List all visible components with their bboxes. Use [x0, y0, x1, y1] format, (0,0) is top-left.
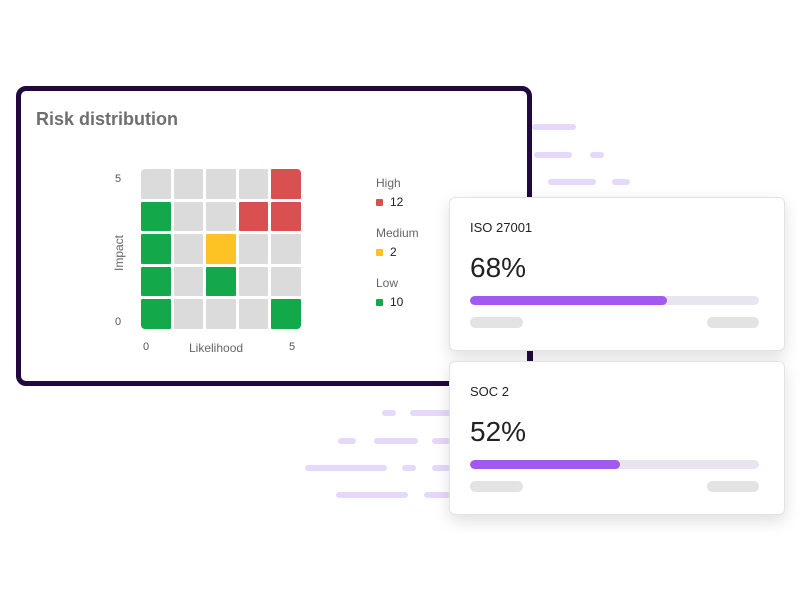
streak [612, 179, 630, 185]
streak [548, 179, 596, 185]
legend-label: Medium [376, 226, 419, 240]
legend-count: 12 [390, 195, 404, 209]
risk-cell-low [206, 266, 236, 297]
placeholder-pill-right [707, 481, 759, 492]
streak [590, 152, 604, 158]
x-axis-min-tick: 0 [143, 341, 150, 353]
legend-count: 10 [390, 295, 404, 309]
streak [338, 438, 356, 444]
risk-cell-none [206, 169, 236, 199]
certification-name: ISO 27001 [470, 220, 533, 235]
risk-cell-high [238, 201, 269, 232]
legend-swatch-medium [376, 248, 383, 256]
risk-cell-none [173, 234, 204, 264]
streak [432, 438, 450, 444]
legend-label: High [376, 176, 401, 190]
placeholder-pill-left [470, 481, 523, 492]
streak [382, 410, 396, 416]
card-connector [528, 340, 533, 364]
risk-cell-none [238, 266, 269, 297]
legend-swatch-high [376, 198, 383, 206]
risk-cell-none [206, 299, 236, 329]
risk-cell-none [173, 299, 204, 329]
streak [424, 492, 450, 498]
y-axis-max-tick: 5 [115, 173, 122, 185]
streak [336, 492, 408, 498]
risk-cell-medium [206, 234, 236, 264]
legend-item-medium: Medium 2 [376, 226, 419, 259]
certification-card-iso-27001[interactable]: ISO 27001 68% [449, 197, 785, 351]
risk-cell-none [173, 266, 204, 297]
streak [432, 465, 450, 471]
x-axis-max-tick: 5 [289, 341, 296, 353]
progress-fill [470, 296, 667, 305]
progress-track [470, 460, 759, 469]
risk-cell-none [206, 201, 236, 232]
risk-cell-low [141, 201, 171, 232]
legend-count: 2 [390, 245, 397, 259]
streak [402, 465, 416, 471]
risk-cell-none [173, 169, 204, 199]
legend-label: Low [376, 276, 399, 290]
risk-cell-none [271, 266, 301, 297]
streak [534, 152, 572, 158]
risk-cell-none [238, 299, 269, 329]
placeholder-pill-right [707, 317, 759, 328]
legend-item-high: High 12 [376, 176, 403, 209]
legend-item-low: Low 10 [376, 276, 403, 309]
risk-heatmap-matrix [141, 169, 301, 329]
y-axis-min-tick: 0 [115, 316, 122, 328]
risk-cell-none [238, 234, 269, 264]
risk-cell-none [238, 169, 269, 199]
risk-card-title: Risk distribution [36, 109, 179, 129]
risk-cell-high [271, 201, 301, 232]
risk-cell-low [141, 234, 171, 264]
risk-cell-low [271, 299, 301, 329]
risk-cell-none [141, 169, 171, 199]
risk-distribution-card: Risk distribution 5 0 Impact 0 Likelihoo… [16, 86, 532, 386]
risk-cell-high [271, 169, 301, 199]
risk-cell-none [173, 201, 204, 232]
streak [410, 410, 452, 416]
streak [532, 124, 576, 130]
streak [374, 438, 418, 444]
certification-name: SOC 2 [470, 384, 510, 399]
progress-track [470, 296, 759, 305]
placeholder-pill-left [470, 317, 523, 328]
risk-cell-low [141, 299, 171, 329]
certification-percent: 52% [470, 416, 527, 447]
y-axis-label: Impact [112, 234, 126, 271]
risk-cell-low [141, 266, 171, 297]
legend-swatch-low [376, 298, 383, 306]
x-axis-label: Likelihood [189, 341, 244, 355]
streak [305, 465, 387, 471]
certification-card-soc-2[interactable]: SOC 2 52% [449, 361, 785, 515]
progress-fill [470, 460, 621, 469]
certification-percent: 68% [470, 252, 527, 283]
risk-cell-none [271, 234, 301, 264]
